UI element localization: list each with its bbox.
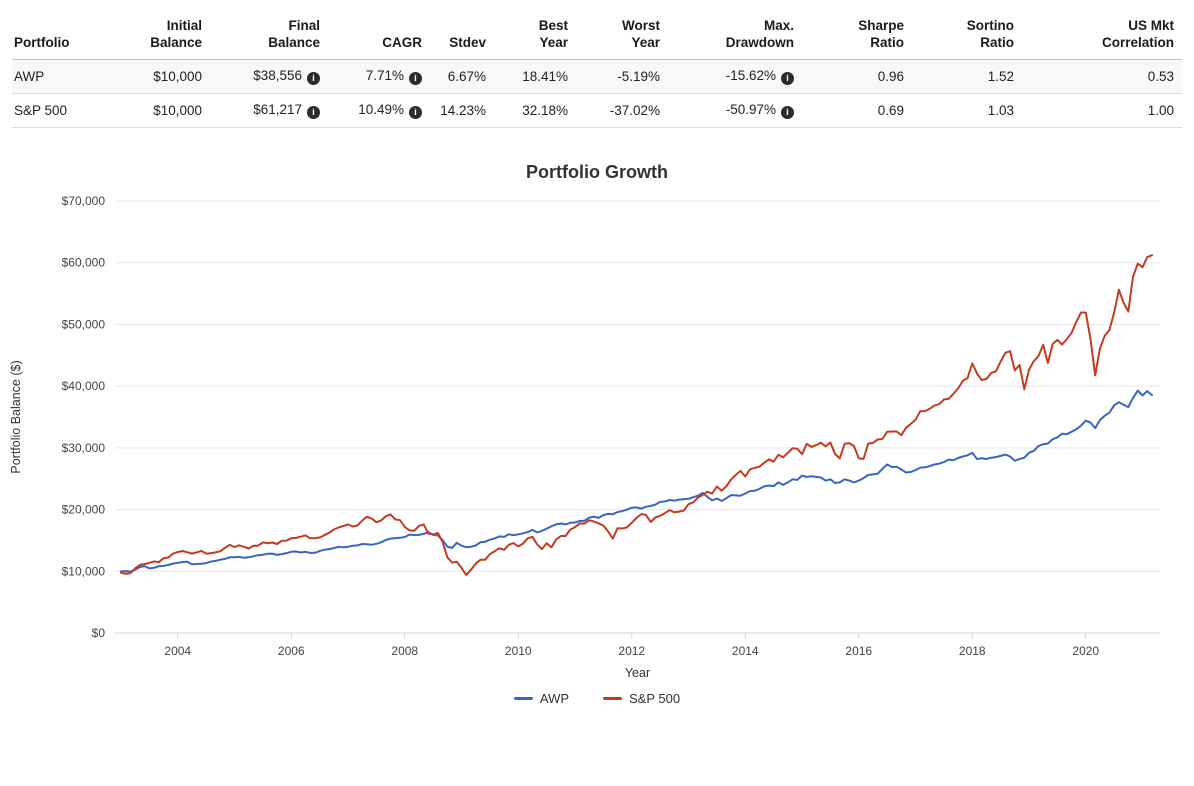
final-balance-value: $61,217 xyxy=(210,93,328,129)
table-header-row: Portfolio Initial Balance Final Balance … xyxy=(12,8,1182,60)
legend-item-awp: AWP xyxy=(513,691,570,707)
legend-label-sp500: S&P 500 xyxy=(629,691,681,707)
col-header-stdev: Stdev xyxy=(430,8,494,60)
legend-item-sp500: S&P 500 xyxy=(603,691,680,706)
us-mkt-correlation-value: 0.53 xyxy=(1022,59,1182,95)
sortino-ratio-value: 1.52 xyxy=(912,59,1022,95)
max-drawdown-text: -50.97% xyxy=(725,102,776,117)
info-icon[interactable] xyxy=(781,72,794,85)
cagr-value: 7.71% xyxy=(328,59,430,95)
x-axis-title: Year xyxy=(625,666,650,680)
table-row-awp: AWP $10,000 $38,556 7.71% 6.67% 18.41% -… xyxy=(12,59,1182,95)
y-tick-label: $10,000 xyxy=(62,565,106,579)
max-drawdown-value: -50.97% xyxy=(668,93,802,129)
y-tick-label: $70,000 xyxy=(62,194,106,208)
col-header-max-drawdown: Max. Drawdown xyxy=(668,8,802,60)
col-header-best-year: Best Year xyxy=(494,8,576,60)
y-tick-label: $50,000 xyxy=(62,318,106,332)
cagr-value: 10.49% xyxy=(328,93,430,129)
initial-balance-value: $10,000 xyxy=(122,93,210,129)
col-header-worst-year: Worst Year xyxy=(576,8,668,60)
cagr-text: 10.49% xyxy=(358,102,404,117)
sortino-ratio-value: 1.03 xyxy=(912,93,1022,129)
info-icon[interactable] xyxy=(409,72,422,85)
portfolio-growth-section: Portfolio Growth $0 $10,000 $20,000 $30,000… xyxy=(0,162,1194,706)
col-header-portfolio: Portfolio xyxy=(12,8,122,60)
portfolio-name: S&P 500 xyxy=(12,93,122,129)
x-tick-label: 2018 xyxy=(959,644,986,658)
best-year-value: 32.18% xyxy=(494,93,576,129)
worst-year-value: -5.19% xyxy=(576,59,668,95)
col-header-final-balance: Final Balance xyxy=(210,8,328,60)
x-tick-label: 2008 xyxy=(391,644,418,658)
awp-line[interactable] xyxy=(120,389,1153,573)
chart-legend: AWP S&P 500 xyxy=(0,691,1194,706)
us-mkt-correlation-value: 1.00 xyxy=(1022,93,1182,129)
legend-label-awp: AWP xyxy=(539,691,570,707)
col-header-cagr: CAGR xyxy=(328,8,430,60)
best-year-value: 18.41% xyxy=(494,59,576,95)
y-axis-title: Portfolio Balance ($) xyxy=(9,361,23,474)
stdev-value: 14.23% xyxy=(430,93,494,129)
final-balance-value: $38,556 xyxy=(210,59,328,95)
table-row-sp500: S&P 500 $10,000 $61,217 10.49% 14.23% 32… xyxy=(12,93,1182,129)
x-tick-label: 2006 xyxy=(278,644,305,658)
cagr-text: 7.71% xyxy=(365,67,404,83)
info-icon[interactable] xyxy=(781,106,794,120)
x-tick-label: 2014 xyxy=(732,644,759,658)
worst-year-value: -37.02% xyxy=(576,93,668,129)
col-header-sharpe-ratio: Sharpe Ratio xyxy=(802,8,912,60)
portfolio-name: AWP xyxy=(12,59,122,95)
y-tick-label: $20,000 xyxy=(62,503,106,517)
info-icon[interactable] xyxy=(307,72,320,85)
info-icon[interactable] xyxy=(307,106,320,120)
max-drawdown-value: -15.62% xyxy=(668,59,802,95)
sp500-line-swatch xyxy=(603,697,623,701)
x-tick-label: 2016 xyxy=(845,644,872,658)
portfolio-growth-chart: $0 $10,000 $20,000 $30,000 $40,000 $50,000 $60… xyxy=(9,194,1160,680)
info-icon[interactable] xyxy=(409,106,422,120)
x-tick-label: 2012 xyxy=(618,644,645,658)
awp-line-swatch xyxy=(513,697,533,701)
x-tick-label: 2004 xyxy=(164,644,191,658)
stdev-value: 6.67% xyxy=(430,59,494,95)
final-balance-text: $61,217 xyxy=(253,102,302,117)
x-tick-label: 2010 xyxy=(505,644,532,658)
y-tick-label: $60,000 xyxy=(62,256,106,270)
initial-balance-value: $10,000 xyxy=(122,59,210,95)
max-drawdown-text: -15.62% xyxy=(725,67,776,83)
sharpe-ratio-value: 0.96 xyxy=(802,59,912,95)
x-tick-label: 2020 xyxy=(1072,644,1099,658)
chart-title: Portfolio Growth xyxy=(526,162,668,183)
sp500-line[interactable] xyxy=(120,254,1153,577)
performance-summary-table: Portfolio Initial Balance Final Balance … xyxy=(12,8,1182,129)
col-header-us-mkt-correlation: US Mkt Correlation xyxy=(1022,8,1182,60)
col-header-initial-balance: Initial Balance xyxy=(122,8,210,60)
y-tick-label: $40,000 xyxy=(62,379,106,393)
y-tick-label: $30,000 xyxy=(62,441,106,455)
y-tick-label: $0 xyxy=(92,626,106,640)
final-balance-text: $38,556 xyxy=(253,67,302,83)
sharpe-ratio-value: 0.69 xyxy=(802,93,912,129)
col-header-sortino-ratio: Sortino Ratio xyxy=(912,8,1022,60)
